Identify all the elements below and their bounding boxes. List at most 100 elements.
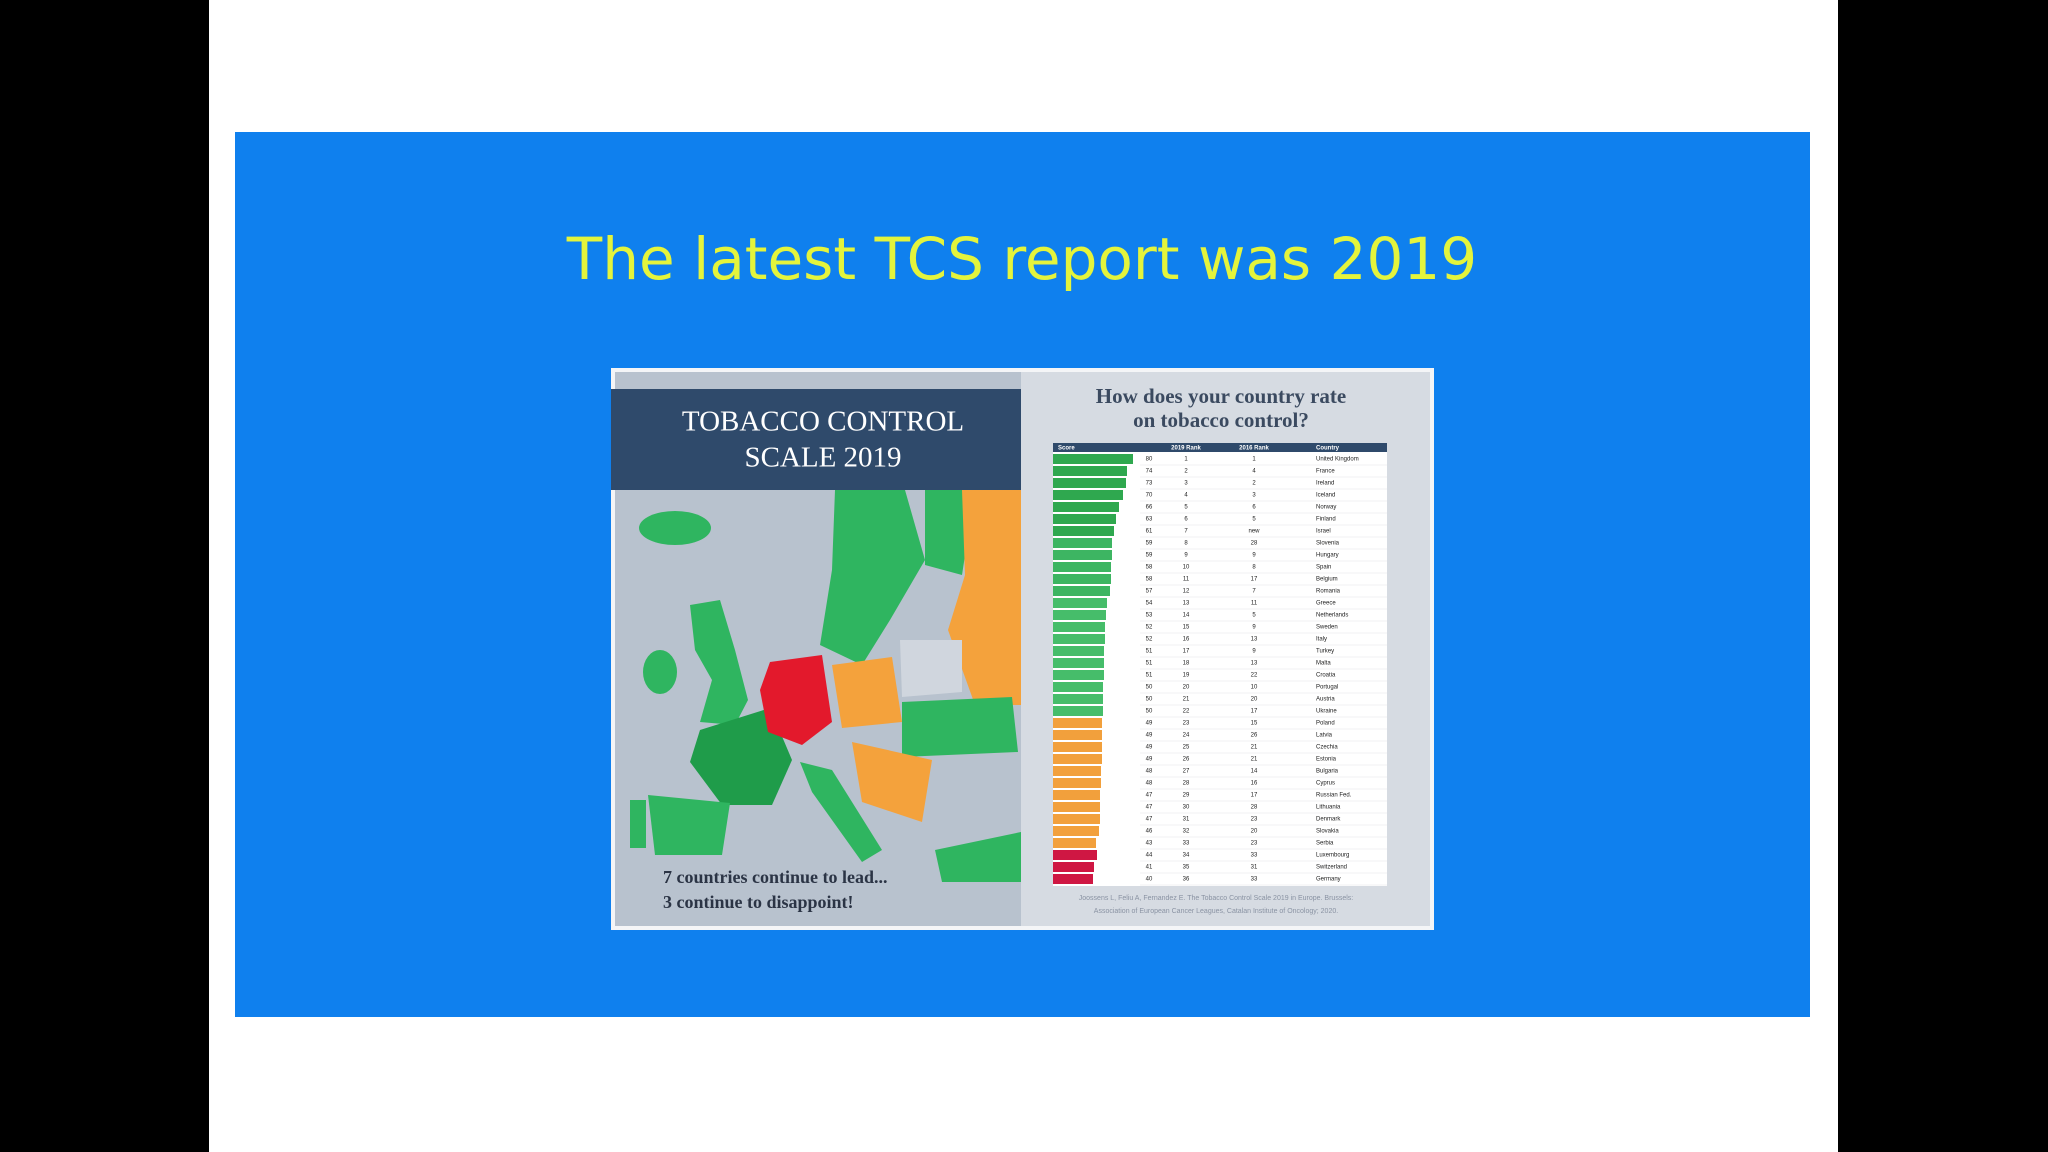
rank-2016-cell: 28 (1251, 541, 1258, 547)
country-cell: Lithuania (1316, 805, 1341, 811)
map-caption: 3 continue to disappoint! (663, 892, 854, 912)
rank-cell: 5 (1184, 505, 1188, 511)
score-cell: 41 (1146, 865, 1153, 871)
score-cell: 49 (1146, 745, 1153, 751)
score-cell: 80 (1146, 457, 1153, 463)
country-cell: Sweden (1316, 625, 1338, 631)
rank-cell: 7 (1184, 529, 1188, 535)
rank-cell: 28 (1183, 781, 1190, 787)
score-bar (1053, 574, 1111, 584)
country-cell: Greece (1316, 601, 1336, 607)
score-cell: 49 (1146, 757, 1153, 763)
rank-2016-cell: 7 (1252, 589, 1256, 595)
rank-cell: 33 (1183, 841, 1190, 847)
score-cell: 44 (1146, 853, 1153, 859)
country-shape (648, 795, 730, 855)
score-bar (1053, 850, 1097, 860)
source: Association of European Cancer Leagues, … (1094, 908, 1338, 915)
score-cell: 40 (1146, 877, 1153, 883)
rank-2016-cell: 20 (1251, 829, 1258, 835)
rank-2016-cell: 5 (1252, 517, 1256, 523)
score-bar (1053, 646, 1104, 656)
score-cell: 54 (1146, 601, 1153, 607)
country-cell: Portugal (1316, 685, 1338, 691)
rank-2016-cell: 21 (1251, 757, 1258, 763)
score-cell: 52 (1146, 637, 1153, 643)
score-bar (1053, 778, 1101, 788)
score-cell: 46 (1146, 829, 1153, 835)
rank-2016-cell: 9 (1252, 649, 1256, 655)
country-shape (935, 832, 1021, 882)
score-cell: 61 (1146, 529, 1153, 535)
rank-cell: 30 (1183, 805, 1190, 811)
country-shape (902, 697, 1018, 757)
rank-cell: 23 (1183, 721, 1190, 727)
map (630, 490, 1021, 882)
rank-cell: 19 (1183, 673, 1190, 679)
country-cell: Hungary (1316, 553, 1339, 559)
rank-cell: 12 (1183, 589, 1190, 595)
score-bar (1053, 478, 1126, 488)
title-box (611, 389, 1021, 490)
rank-2016-cell: 28 (1251, 805, 1258, 811)
rank-2016-cell: 1 (1252, 457, 1256, 463)
rank-2016-cell: 31 (1251, 865, 1258, 871)
score-bar (1053, 586, 1110, 596)
score-bar (1053, 682, 1103, 692)
rank-2016-cell: 9 (1252, 553, 1256, 559)
score-cell: 50 (1146, 697, 1153, 703)
country-cell: Croatia (1316, 673, 1336, 679)
score-bar (1053, 766, 1101, 776)
table-header-cell: 2019 Rank (1171, 446, 1201, 452)
rank-2016-cell: 20 (1251, 697, 1258, 703)
score-bar (1053, 838, 1096, 848)
country-shape (690, 600, 748, 725)
country-cell: Latvia (1316, 733, 1333, 739)
rank-cell: 17 (1183, 649, 1190, 655)
table-header-cell: Country (1316, 446, 1340, 452)
rank-2016-cell: 5 (1252, 613, 1256, 619)
rank-2016-cell: 17 (1251, 709, 1258, 715)
score-bar (1053, 466, 1127, 476)
country-cell: Slovakia (1316, 829, 1339, 835)
rank-2016-cell: new (1248, 529, 1260, 535)
score-cell: 50 (1146, 685, 1153, 691)
table-title: How does your country rate (1096, 384, 1346, 408)
rank-cell: 3 (1184, 481, 1188, 487)
rank-2016-cell: 23 (1251, 817, 1258, 823)
score-bar (1053, 754, 1102, 764)
score-cell: 47 (1146, 817, 1153, 823)
score-cell: 66 (1146, 505, 1153, 511)
score-cell: 58 (1146, 577, 1153, 583)
score-bar (1053, 634, 1105, 644)
country-cell: United Kingdom (1316, 457, 1359, 463)
rank-cell: 8 (1184, 541, 1188, 547)
country-cell: Denmark (1316, 817, 1341, 823)
rank-cell: 15 (1183, 625, 1190, 631)
country-cell: Ukraine (1316, 709, 1337, 715)
score-bar (1053, 694, 1103, 704)
rank-2016-cell: 17 (1251, 793, 1258, 799)
rank-cell: 6 (1184, 517, 1188, 523)
score-cell: 43 (1146, 841, 1153, 847)
rank-2016-cell: 21 (1251, 745, 1258, 751)
score-bar (1053, 490, 1123, 500)
score-cell: 51 (1146, 661, 1153, 667)
country-cell: Belgium (1316, 577, 1338, 583)
country-cell: Austria (1316, 697, 1335, 703)
score-bar (1053, 598, 1107, 608)
rank-cell: 10 (1183, 565, 1190, 571)
table-header-cell: 2016 Rank (1239, 446, 1269, 452)
score-cell: 47 (1146, 793, 1153, 799)
score-cell: 58 (1146, 565, 1153, 571)
country-cell: Norway (1316, 505, 1336, 511)
rank-cell: 24 (1183, 733, 1190, 739)
rank-2016-cell: 23 (1251, 841, 1258, 847)
country-cell: Turkey (1316, 649, 1334, 655)
country-shape (760, 655, 832, 745)
country-cell: Slovenia (1316, 541, 1340, 547)
score-cell: 59 (1146, 553, 1153, 559)
rank-2016-cell: 13 (1251, 637, 1258, 643)
box-title: TOBACCO CONTROL (682, 406, 964, 438)
rank-2016-cell: 33 (1251, 853, 1258, 859)
